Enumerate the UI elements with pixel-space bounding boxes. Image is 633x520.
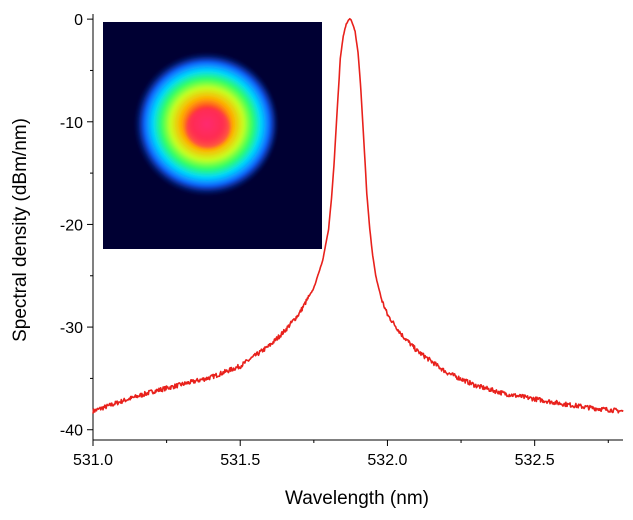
y-tick-label: -40 — [60, 423, 83, 440]
y-ticks: 0 -10 -20 -30 -40 — [60, 12, 93, 440]
axes: 531.0 531.5 532.0 532.5 0 -10 -20 -30 -40 — [60, 12, 623, 469]
beam-profile-core — [186, 108, 230, 148]
y-axis-label: Spectral density (dBm/nm) — [10, 118, 31, 342]
x-tick-label: 531.5 — [220, 452, 260, 469]
x-tick-label: 531.0 — [73, 452, 113, 469]
y-tick-label: 0 — [74, 12, 83, 29]
beam-profile-inset — [103, 22, 322, 249]
spectrum-line — [92, 17, 624, 414]
y-tick-label: -30 — [60, 320, 83, 337]
x-tick-label: 532.0 — [367, 452, 407, 469]
x-axis-label: Wavelength (nm) — [285, 488, 429, 509]
y-tick-label: -10 — [60, 115, 83, 132]
x-ticks: 531.0 531.5 532.0 532.5 — [73, 440, 609, 469]
y-tick-label: -20 — [60, 217, 83, 234]
x-tick-label: 532.5 — [515, 452, 555, 469]
